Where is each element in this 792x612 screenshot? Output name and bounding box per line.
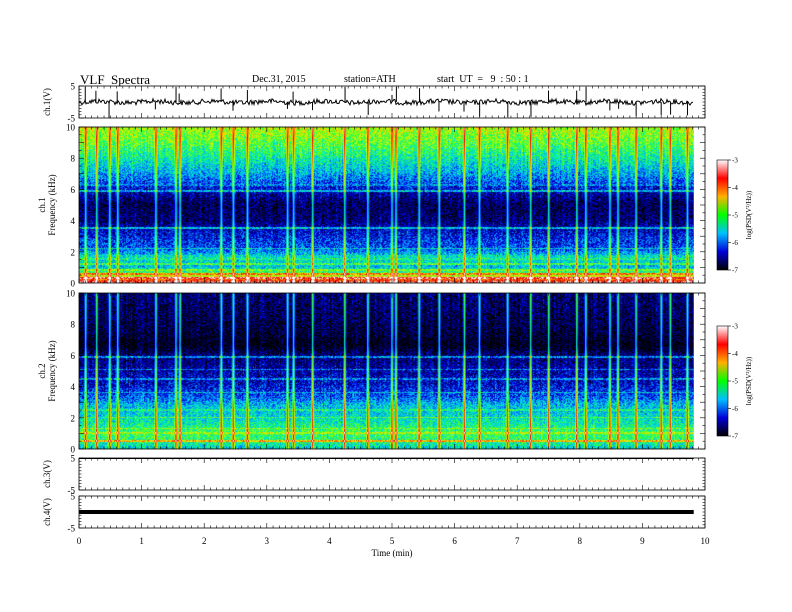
ch3-waveform-ytick-5: 5 (71, 454, 76, 464)
ch4-waveform-ytick-5: 5 (71, 492, 76, 502)
ch2-spectrogram-ylabel-1: Frequency (kHz) (47, 340, 57, 401)
colorbar-2 (716, 325, 729, 437)
time-tick-10: 10 (701, 536, 711, 546)
ch1-spectrogram-ytick-6: 6 (71, 185, 76, 195)
ch4-waveform-ytick--5: -5 (68, 524, 76, 534)
colorbar-2-tick--3: -3 (732, 323, 738, 331)
colorbar-2-tick--5: -5 (732, 378, 738, 386)
colorbar-2-tick--7: -7 (732, 433, 738, 441)
colorbar-2-tick--4: -4 (732, 350, 738, 358)
ch2-spectrogram-ytick-2: 2 (71, 413, 76, 423)
colorbar-1-tick--4: -4 (732, 184, 738, 192)
ch2-spectrogram-ytick-8: 8 (71, 320, 76, 330)
ch4-waveform-ylabel: ch.4(V) (42, 498, 52, 526)
time-tick-9: 9 (640, 536, 645, 546)
colorbar-1-label: log(PSD(V²/Hz)) (745, 190, 753, 239)
colorbar-2-label: log(PSD(V²/Hz)) (745, 356, 753, 405)
ch1-waveform-ylabel: ch.1(V) (42, 88, 52, 116)
ch1-spectrogram-ytick-8: 8 (71, 154, 76, 164)
time-tick-3: 3 (265, 536, 270, 546)
colorbar-1-tick--6: -6 (732, 239, 738, 247)
ch2-spectrogram-ytick-6: 6 (71, 351, 76, 361)
date-label: Dec.31, 2015 (252, 74, 306, 85)
ch1-spectrogram-ytick-10: 10 (66, 123, 76, 133)
time-tick-2: 2 (202, 536, 207, 546)
ch1-spectrogram-ytick-2: 2 (71, 247, 76, 257)
time-tick-7: 7 (515, 536, 520, 546)
colorbar-1 (716, 159, 729, 271)
ch1-spectrogram-ylabel-0: ch.1 (37, 197, 47, 212)
ch1-spectrogram-ytick-0: 0 (71, 279, 76, 289)
ch2-spectrogram-ytick-0: 0 (71, 445, 76, 455)
figure-title: VLF Spectra (80, 72, 151, 87)
colorbar-1-tick--3: -3 (732, 157, 738, 165)
time-tick-1: 1 (139, 536, 144, 546)
ch2-spectrogram-image (79, 293, 694, 449)
ch2-spectrogram-ytick-10: 10 (66, 289, 76, 299)
ch1-waveform-line (78, 97, 694, 107)
ch1-waveform-ytick-5: 5 (71, 82, 76, 92)
ch2-spectrogram-ylabel-0: ch.2 (37, 363, 47, 378)
time-tick-4: 4 (327, 536, 332, 546)
colorbar-2-tick--6: -6 (732, 405, 738, 413)
ch1-spectrogram-image (79, 127, 694, 283)
ch3-waveform-ylabel: ch.3(V) (42, 460, 52, 488)
time-tick-0: 0 (77, 536, 82, 546)
time-tick-8: 8 (578, 536, 583, 546)
ch1-spectrogram-ylabel-1: Frequency (kHz) (47, 174, 57, 235)
ch2-spectrogram-ytick-4: 4 (71, 382, 76, 392)
ch1-waveform-ytick--5: -5 (68, 114, 76, 124)
colorbar-1-tick--5: -5 (732, 212, 738, 220)
station-label: station=ATH (344, 74, 396, 85)
colorbar-1-tick--7: -7 (732, 267, 738, 275)
time-tick-5: 5 (390, 536, 395, 546)
ch3-waveform-ytick--5: -5 (68, 486, 76, 496)
time-axis-label: Time (min) (372, 548, 413, 558)
start-time-label: start UT = 9 : 50 : 1 (437, 74, 529, 85)
ch1-spectrogram-ytick-4: 4 (71, 216, 76, 226)
time-tick-6: 6 (452, 536, 457, 546)
